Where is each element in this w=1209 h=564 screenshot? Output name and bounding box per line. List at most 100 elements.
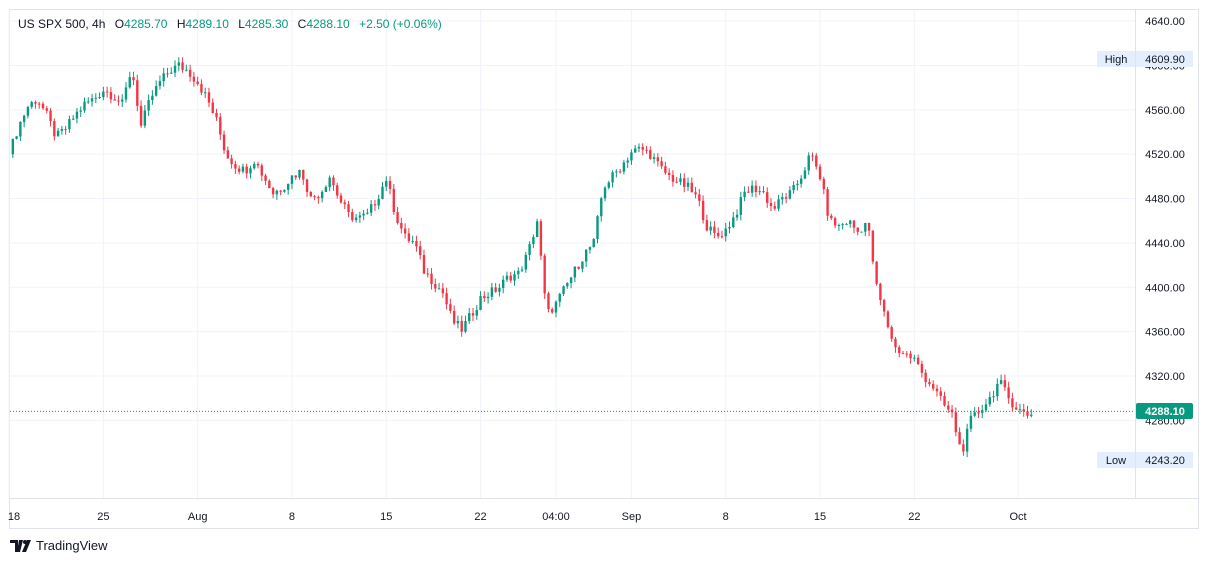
candle-body [264,175,267,181]
candle-body [837,225,841,227]
candle-body [916,357,920,364]
candle-body [366,212,369,214]
candle-body [188,69,192,77]
candle-body [219,117,222,135]
candle-body [803,170,807,179]
candle-body [483,296,486,299]
high-marker: High 4609.90 [1097,51,1193,67]
candle-body [256,163,260,166]
candle-body [1030,414,1033,416]
candle-body [864,222,867,232]
price-axis[interactable]: 4640.004600.004560.004520.004480.004440.… [1135,10,1185,498]
candle-body [905,353,908,355]
candle-body [68,119,71,130]
candle-body [569,277,573,283]
candle-body [984,404,988,411]
candle-body [441,288,445,294]
candle-body [328,177,331,188]
close-value: C4288.10 [297,17,350,31]
last-price-value: 4288.10 [1145,406,1185,418]
candle-body [324,187,328,192]
candle-body [577,266,580,269]
candle-body [320,191,324,199]
candle-body [313,196,316,198]
x-tick-label: 15 [814,511,826,523]
candle-body [154,86,158,96]
time-axis[interactable]: 18 25 Aug 8 15 22 04:00 Sep 8 15 22 Oct [8,498,1198,524]
candle-body [739,197,743,215]
candle-body [882,299,886,312]
candle-body [600,198,603,217]
candle-body [845,223,848,225]
candle-body [279,190,282,192]
candle-body [909,353,912,359]
candle-body [592,238,595,248]
x-tick-label: 04:00 [542,511,570,523]
candle-body [185,69,188,71]
candle-body [105,91,109,93]
candle-body [811,155,814,157]
candle-body [234,164,237,169]
candle-body [498,287,501,292]
candle-body [818,166,822,180]
candle-body [400,222,403,229]
candle-body [716,232,720,237]
candle-body [754,185,758,192]
candle-body [339,195,343,203]
high-marker-label: High [1105,54,1128,66]
candle-body [867,222,871,231]
candle-body [558,293,561,302]
candle-body [705,220,709,231]
candle-body [743,191,746,198]
candle-body [15,136,18,139]
symbol-name[interactable]: US SPX 500, 4h [18,17,106,31]
candle-body [1011,398,1014,408]
candle-body [347,204,350,213]
y-tick-label: 4520.00 [1145,149,1185,161]
candle-body [11,138,15,155]
candle-body [950,409,954,413]
candle-body [19,121,22,137]
candle-body [728,227,731,229]
candle-body [71,118,75,120]
candle-body [30,102,33,107]
candle-body [83,101,86,111]
tradingview-logo[interactable]: TradingView [10,538,108,553]
candle-body [385,180,388,187]
candle-body [109,92,113,100]
candle-body [260,165,263,176]
candle-body [551,309,554,313]
candle-body [928,382,931,385]
y-tick-label: 4400.00 [1145,282,1185,294]
candle-body [388,180,392,189]
candle-body [1026,411,1029,416]
candle-body [415,241,418,247]
candle-body [113,99,116,101]
candle-body [419,246,422,256]
candle-body [121,99,124,102]
candle-body [362,213,365,216]
candle-body [535,221,539,238]
candle-body [622,162,626,172]
candle-body [562,286,565,294]
candle-body [698,194,701,201]
candle-body [683,178,686,187]
candle-body [60,129,64,131]
candle-body [452,310,456,324]
high-value: H4289.10 [176,17,229,31]
candle-body [460,320,463,332]
candle-body [901,353,905,355]
candle-body [784,197,788,199]
candle-body [584,249,588,262]
candle-body [45,108,48,111]
candle-body [490,287,494,297]
candle-body [826,189,829,216]
x-tick-label: Oct [1010,511,1027,523]
candle-body [162,73,165,82]
candle-body [581,261,584,269]
candle-body [701,200,705,221]
candle-body [302,170,305,180]
candle-body [479,296,482,310]
candle-body [890,327,893,339]
